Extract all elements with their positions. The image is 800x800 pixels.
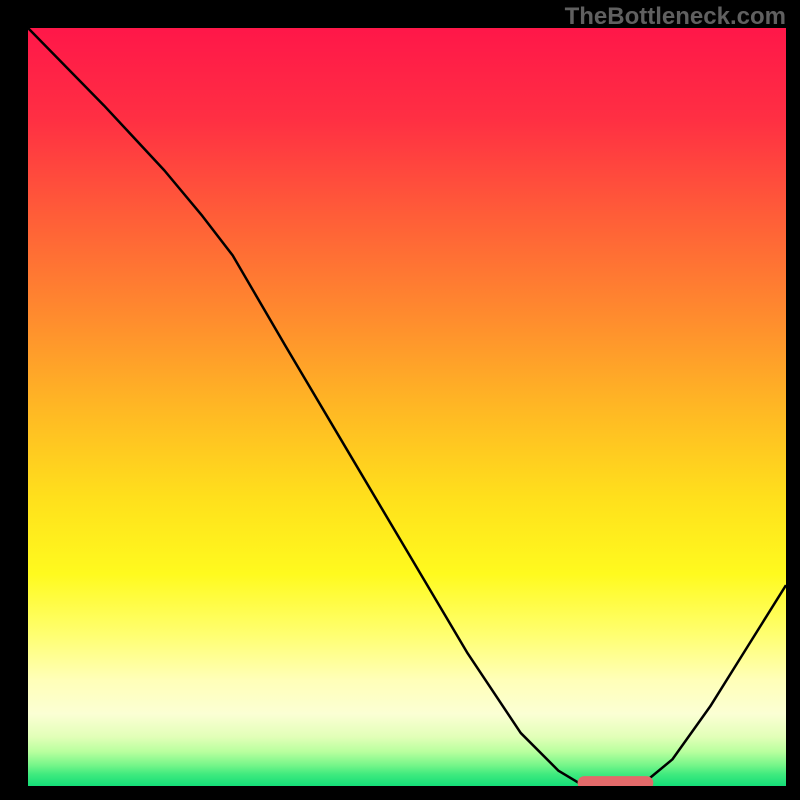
curve-overlay [28, 28, 786, 786]
watermark-text: TheBottleneck.com [565, 3, 786, 31]
plot-area [28, 28, 786, 786]
chart-container: TheBottleneck.com [0, 0, 800, 800]
bottleneck-curve [28, 28, 786, 786]
optimal-range-marker [578, 776, 654, 786]
